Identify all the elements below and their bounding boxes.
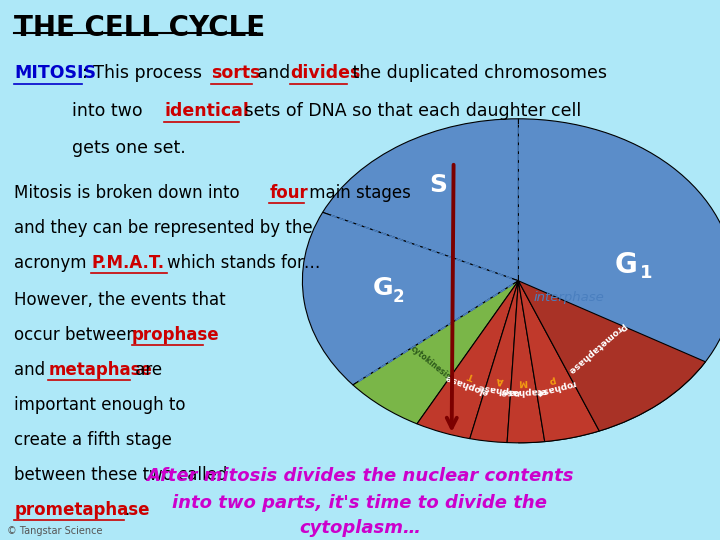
Text: prophase: prophase: [132, 326, 220, 343]
Text: acronym: acronym: [14, 254, 92, 272]
Text: between these two called: between these two called: [14, 466, 228, 484]
Wedge shape: [518, 281, 706, 431]
Wedge shape: [518, 119, 720, 443]
Text: interphase: interphase: [534, 291, 604, 303]
Text: four: four: [269, 184, 308, 201]
Text: naphase: naphase: [476, 382, 520, 397]
Text: T: T: [467, 369, 476, 380]
Text: and they can be represented by the: and they can be represented by the: [14, 219, 313, 237]
Text: elophase: elophase: [444, 372, 490, 396]
Text: Prometaphase: Prometaphase: [565, 320, 627, 376]
Text: After mitosis divides the nuclear contents: After mitosis divides the nuclear conten…: [146, 467, 574, 485]
Text: However, the events that: However, the events that: [14, 291, 226, 308]
Text: cytokinesis: cytokinesis: [408, 344, 452, 381]
Wedge shape: [470, 281, 518, 443]
Text: rophase: rophase: [534, 378, 576, 397]
Text: occur between: occur between: [14, 326, 143, 343]
Text: 2: 2: [392, 287, 404, 306]
Text: important enough to: important enough to: [14, 396, 186, 414]
Wedge shape: [507, 281, 545, 443]
Text: sorts: sorts: [211, 64, 261, 82]
Text: P.M.A.T.: P.M.A.T.: [91, 254, 165, 272]
Text: identical: identical: [164, 102, 249, 119]
Text: which stands for…: which stands for…: [167, 254, 320, 272]
Text: etaphase: etaphase: [500, 386, 547, 396]
Wedge shape: [518, 281, 599, 442]
Text: A: A: [495, 375, 504, 385]
Text: M: M: [518, 376, 528, 386]
Wedge shape: [302, 212, 518, 385]
Text: sets of DNA so that each daughter cell: sets of DNA so that each daughter cell: [239, 102, 581, 119]
Text: S: S: [429, 173, 447, 197]
Text: MITOSIS: MITOSIS: [14, 64, 96, 82]
Text: main stages: main stages: [304, 184, 410, 201]
Text: G: G: [372, 276, 393, 300]
Text: Mitosis is broken down into: Mitosis is broken down into: [14, 184, 246, 201]
Text: : This process: : This process: [82, 64, 207, 82]
Text: and: and: [252, 64, 296, 82]
Text: metaphase: metaphase: [48, 361, 152, 379]
Text: cytoplasm…: cytoplasm…: [299, 519, 421, 537]
Text: THE CELL CYCLE: THE CELL CYCLE: [14, 14, 266, 42]
Wedge shape: [417, 281, 518, 438]
Text: P: P: [548, 373, 557, 383]
Text: divides: divides: [290, 64, 361, 82]
Text: are: are: [130, 361, 162, 379]
Text: prometaphase: prometaphase: [14, 501, 150, 519]
Text: into two parts, it's time to divide the: into two parts, it's time to divide the: [173, 494, 547, 512]
Text: into two: into two: [72, 102, 148, 119]
Text: and: and: [14, 361, 51, 379]
Text: G: G: [615, 251, 638, 279]
Text: 1: 1: [640, 264, 653, 282]
Text: © Tangstar Science: © Tangstar Science: [7, 525, 103, 536]
Text: the duplicated chromosomes: the duplicated chromosomes: [347, 64, 607, 82]
Text: create a fifth stage: create a fifth stage: [14, 431, 172, 449]
Wedge shape: [323, 119, 518, 281]
Text: gets one set.: gets one set.: [72, 139, 186, 157]
Wedge shape: [353, 281, 518, 424]
Text: .: .: [124, 501, 129, 519]
